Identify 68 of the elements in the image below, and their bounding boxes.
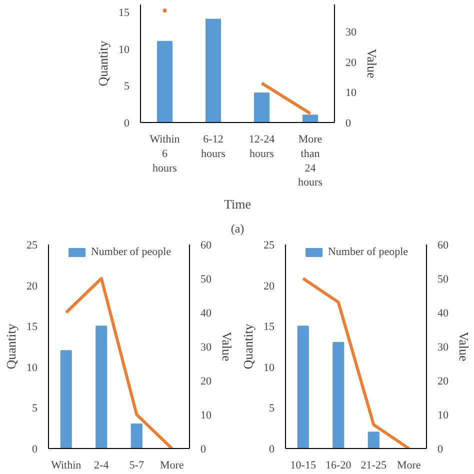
bar bbox=[96, 326, 108, 448]
y2-tick-label: 40 bbox=[200, 308, 212, 320]
y2-axis-title: Value bbox=[456, 332, 472, 362]
y2-tick-label: 30 bbox=[346, 26, 357, 39]
x-tick-label: 6-12 hours bbox=[201, 134, 226, 160]
y-axis-title: Quantity bbox=[240, 323, 256, 370]
x-tick-label: 21-25 bbox=[360, 460, 387, 472]
x-tick-label: More bbox=[396, 460, 421, 472]
line-series bbox=[64, 277, 174, 448]
x-tick-label: Within 6 hours bbox=[150, 134, 180, 174]
x-tick-label: More than 24 hours bbox=[298, 134, 322, 189]
y2-tick-label: 20 bbox=[346, 56, 357, 69]
y-tick-label: 15 bbox=[264, 321, 275, 334]
bar bbox=[368, 432, 380, 448]
y2-tick-label: 60 bbox=[438, 240, 449, 252]
x-tick-label: 5-7 bbox=[129, 460, 144, 472]
y-tick-label: 10 bbox=[264, 362, 275, 374]
y-tick-label: 0 bbox=[269, 444, 275, 456]
y2-tick-label: 60 bbox=[200, 240, 212, 252]
y-axis-title: Quantity bbox=[96, 40, 110, 86]
y-tick-label: 10 bbox=[118, 44, 130, 56]
bar bbox=[297, 326, 309, 448]
x-tick-label: More bbox=[160, 460, 184, 472]
x-axis-title: Time bbox=[224, 196, 252, 212]
bar bbox=[60, 350, 72, 448]
y-tick-label: 25 bbox=[264, 240, 275, 252]
bar bbox=[254, 92, 270, 122]
x-tick-label: Within bbox=[51, 460, 82, 472]
bar bbox=[302, 114, 318, 122]
y2-tick-label: 20 bbox=[200, 376, 212, 388]
line-series bbox=[302, 277, 410, 448]
y-tick-label: 0 bbox=[124, 118, 130, 130]
x-tick-label: 16-20 bbox=[326, 460, 352, 472]
y2-tick-label: 30 bbox=[438, 342, 449, 354]
legend-label: Number of people bbox=[90, 246, 172, 258]
legend-label: Number of people bbox=[328, 246, 408, 258]
y-tick-label: 0 bbox=[32, 444, 38, 456]
y-tick-label: 5 bbox=[32, 402, 38, 415]
y2-tick-label: 30 bbox=[200, 342, 212, 354]
y-axis-title: Quantity bbox=[4, 323, 18, 370]
y2-tick-label: 0 bbox=[346, 118, 352, 130]
y-tick-label: 15 bbox=[118, 6, 130, 19]
y2-axis-title: Value bbox=[364, 48, 380, 79]
y2-tick-label: 10 bbox=[346, 87, 357, 100]
x-tick-label: 10-15 bbox=[290, 460, 316, 472]
bar bbox=[205, 18, 222, 122]
y2-tick-label: 50 bbox=[200, 274, 212, 286]
y-tick-label: 20 bbox=[26, 280, 38, 292]
bar bbox=[332, 342, 344, 448]
y2-tick-label: 0 bbox=[200, 444, 206, 456]
y2-tick-label: 0 bbox=[438, 444, 444, 456]
y2-tick-label: 40 bbox=[438, 308, 449, 320]
y-tick-label: 5 bbox=[124, 80, 130, 93]
y2-tick-label: 10 bbox=[200, 410, 212, 422]
y-tick-label: 20 bbox=[264, 280, 275, 292]
bar bbox=[156, 40, 173, 122]
y2-tick-label: 10 bbox=[438, 410, 449, 422]
y-tick-label: 25 bbox=[26, 240, 38, 252]
y-tick-label: 5 bbox=[269, 402, 275, 415]
y2-tick-label: 50 bbox=[438, 274, 449, 286]
x-tick-label: 12-24 hours bbox=[248, 134, 276, 160]
y-tick-label: 15 bbox=[26, 321, 38, 334]
y-tick-label: 10 bbox=[26, 362, 38, 374]
x-tick-label: 2-4 bbox=[94, 460, 110, 472]
y2-axis-title: Value bbox=[220, 332, 234, 362]
text: (a) bbox=[230, 222, 244, 236]
bar bbox=[130, 424, 142, 448]
y2-tick-label: 20 bbox=[438, 376, 449, 388]
